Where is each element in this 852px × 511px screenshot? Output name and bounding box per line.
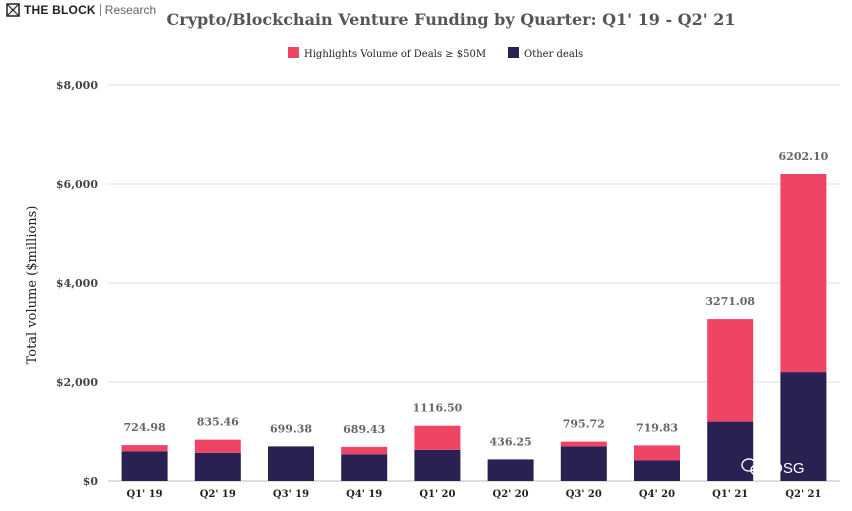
wechat-icon bbox=[741, 458, 764, 476]
bar-total-label: 795.72 bbox=[563, 418, 605, 431]
bar-other-deals bbox=[341, 454, 388, 481]
legend-swatch-highlights bbox=[288, 47, 299, 58]
x-tick-label: Q2' 19 bbox=[200, 489, 236, 500]
bar-total-label: 689.43 bbox=[343, 423, 385, 436]
legend-swatch-other bbox=[508, 47, 519, 58]
bar-other-deals bbox=[560, 446, 607, 481]
x-tick-label: Q1' 21 bbox=[712, 489, 748, 500]
bar-highlights bbox=[121, 445, 168, 452]
x-tick-label: Q1' 20 bbox=[419, 489, 455, 500]
bar-total-label: 724.98 bbox=[124, 421, 166, 434]
bar-other-deals bbox=[707, 421, 754, 481]
watermark: IOSG bbox=[741, 458, 805, 477]
y-tick-label: $2,000 bbox=[56, 376, 98, 389]
legend: Highlights Volume of Deals ≥ $50M Other … bbox=[288, 47, 583, 60]
y-tick-label: $0 bbox=[83, 475, 99, 488]
bar-highlights bbox=[414, 425, 461, 450]
bar-highlights bbox=[780, 173, 827, 373]
brand-divider bbox=[99, 4, 101, 16]
bar-other-deals bbox=[414, 449, 461, 481]
bar-other-deals bbox=[780, 372, 827, 481]
y-tick-label: $4,000 bbox=[56, 277, 98, 290]
bar-total-label: 835.46 bbox=[197, 416, 239, 429]
bar-other-deals bbox=[634, 460, 680, 481]
x-tick-label: Q3' 20 bbox=[566, 489, 602, 500]
x-tick-label: Q4' 19 bbox=[346, 489, 382, 500]
x-tick-label: Q2' 21 bbox=[785, 489, 821, 500]
brand-name: THE BLOCK bbox=[24, 3, 96, 17]
data-labels: 724.98 835.46 699.38 689.43 1116.50 436.25 795… bbox=[124, 150, 829, 448]
y-tick-label: $6,000 bbox=[56, 178, 98, 191]
x-tick-label: Q3' 19 bbox=[273, 489, 309, 500]
y-axis-label: Total volume ($millions) bbox=[25, 206, 40, 365]
legend-label-other: Other deals bbox=[524, 49, 583, 60]
y-tick-label: $8,000 bbox=[56, 79, 98, 92]
x-tick-label: Q4' 20 bbox=[639, 489, 675, 500]
bar-total-label: 719.83 bbox=[636, 421, 678, 434]
bar-total-label: 436.25 bbox=[490, 435, 532, 448]
watermark-text: IOSG bbox=[767, 460, 805, 477]
bar-total-label: 1116.50 bbox=[413, 402, 463, 415]
bar-other-deals bbox=[194, 452, 241, 481]
brand-logo: THE BLOCK Research bbox=[6, 2, 156, 18]
bar-highlights bbox=[560, 441, 607, 447]
x-tick-label: Q1' 19 bbox=[127, 489, 163, 500]
bar-highlights bbox=[707, 319, 754, 422]
legend-label-highlights: Highlights Volume of Deals ≥ $50M bbox=[304, 49, 486, 60]
bar-other-deals bbox=[487, 459, 534, 481]
bar-total-label: 3271.08 bbox=[705, 295, 755, 308]
block-logo-icon bbox=[6, 3, 20, 17]
chart-title: Crypto/Blockchain Venture Funding by Qua… bbox=[167, 10, 736, 29]
x-tick-label: Q2' 20 bbox=[493, 489, 529, 500]
bar-other-deals bbox=[121, 451, 168, 481]
bar-highlights bbox=[341, 446, 388, 455]
bar-total-label: 699.38 bbox=[270, 422, 312, 435]
grid-and-y-ticks: $0 $2,000 $4,000 $6,000 $8,000 bbox=[56, 79, 840, 488]
brand-subtitle: Research bbox=[104, 3, 157, 17]
bar-highlights bbox=[634, 445, 680, 461]
bar-total-label: 6202.10 bbox=[779, 150, 829, 163]
bar-highlights bbox=[194, 439, 241, 453]
bar-other-deals bbox=[268, 446, 314, 481]
bars bbox=[121, 173, 827, 481]
x-axis-ticks: Q1' 19 Q2' 19 Q3' 19 Q4' 19 Q1' 20 Q2' 20 Q3' … bbox=[127, 489, 822, 500]
